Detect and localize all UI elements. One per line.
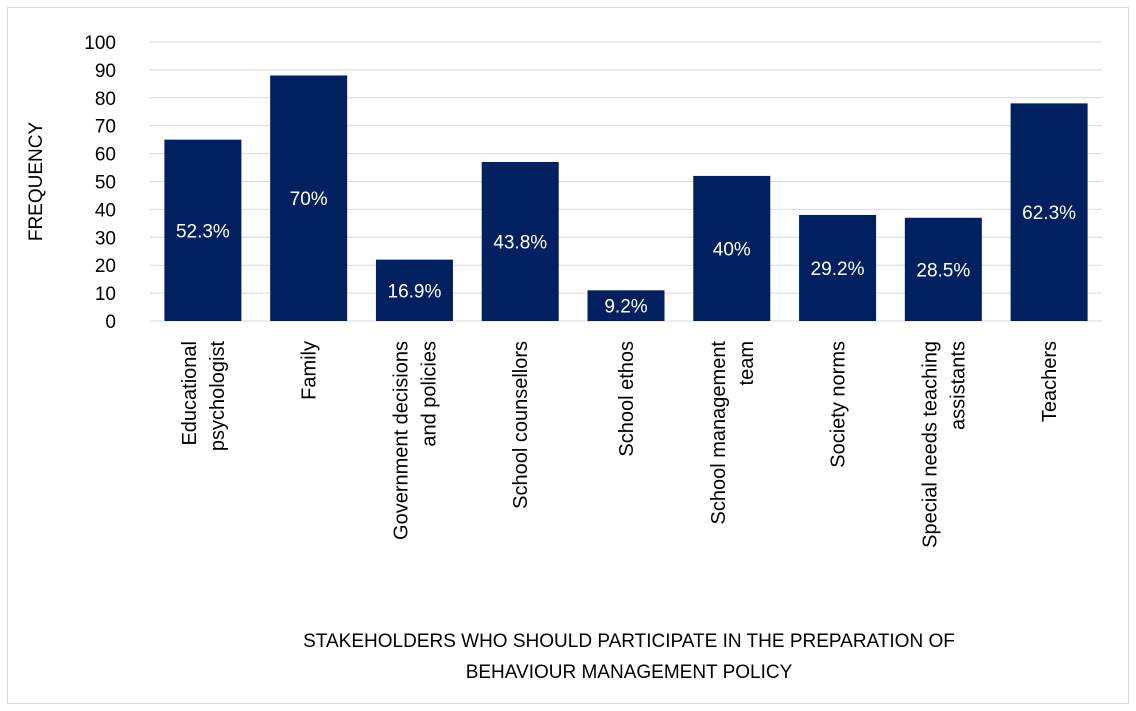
y-tick-label-30: 30 [95,228,116,249]
bar-5 [587,290,665,321]
y-tick-label-0: 0 [105,312,116,333]
bars: 52.3% 70% 16.9% 43.8% 9.2% 40% 29.2% 28.5% 62.3% [164,75,1088,321]
y-axis-title: FREQUENCY [26,122,47,242]
category-label-6-line-2: team [736,341,758,385]
category-label-9: Teachers [1039,341,1061,422]
category-label-1: Educational psychologist [179,341,229,452]
bar-3 [375,259,453,321]
category-label-9-line-1: Teachers [1039,341,1061,422]
data-label-1: 52.3% [176,221,230,242]
data-label-6: 40% [713,239,751,260]
y-tick-label-70: 70 [95,117,116,138]
category-label-3-line-2: and policies [418,341,440,447]
bar-7 [799,214,877,321]
category-label-8-line-1: Special needs teaching [919,341,941,548]
category-label-8: Special needs teaching assistants [919,341,969,548]
category-label-2-line-1: Family [299,341,321,400]
y-tick-label-40: 40 [95,200,116,221]
x-axis-categories: Educational psychologist Family Government … [179,341,1061,548]
bar-9 [1010,103,1088,321]
bar-4 [481,161,559,321]
y-tick-label-10: 10 [95,284,116,305]
category-label-7: Society norms [828,341,850,468]
category-label-3-line-1: Government decisions [390,341,412,540]
category-label-5: School ethos [616,341,638,457]
bar-6 [693,175,771,321]
data-label-5: 9.2% [604,297,647,318]
category-label-5-line-1: School ethos [616,341,638,457]
category-label-2: Family [299,341,321,400]
y-tick-label-100: 100 [84,33,116,54]
category-label-4-line-1: School counsellors [510,341,532,509]
y-tick-label-90: 90 [95,61,116,82]
data-label-8: 28.5% [916,260,970,281]
bar-1 [164,139,242,321]
y-tick-label-80: 80 [95,89,116,110]
y-tick-label-50: 50 [95,173,116,194]
data-label-2: 70% [290,189,328,210]
data-label-7: 29.2% [811,259,865,280]
category-label-1-line-2: psychologist [207,341,229,452]
category-label-8-line-2: assistants [947,341,969,430]
data-label-9: 62.3% [1022,203,1076,224]
category-label-7-line-1: Society norms [828,341,850,468]
category-label-3: Government decisions and policies [390,341,440,540]
x-axis-title-line-2: BEHAVIOUR MANAGEMENT POLICY [466,662,793,683]
bar-2 [270,75,348,321]
data-label-3: 16.9% [388,281,442,302]
category-label-6-line-1: School management [708,341,730,525]
chart-frame [7,7,1129,704]
data-label-4: 43.8% [493,232,547,253]
category-label-1-line-1: Educational [179,341,201,446]
category-label-6: School management team [708,341,758,525]
category-label-4: School counsellors [510,341,532,509]
y-axis-ticks: 0 10 20 30 40 50 60 70 80 90 100 [84,33,116,333]
y-tick-label-60: 60 [95,145,116,166]
x-axis-title-line-1: STAKEHOLDERS WHO SHOULD PARTICIPATE IN T… [303,631,955,652]
bar-8 [904,217,982,321]
y-tick-label-20: 20 [95,256,116,277]
